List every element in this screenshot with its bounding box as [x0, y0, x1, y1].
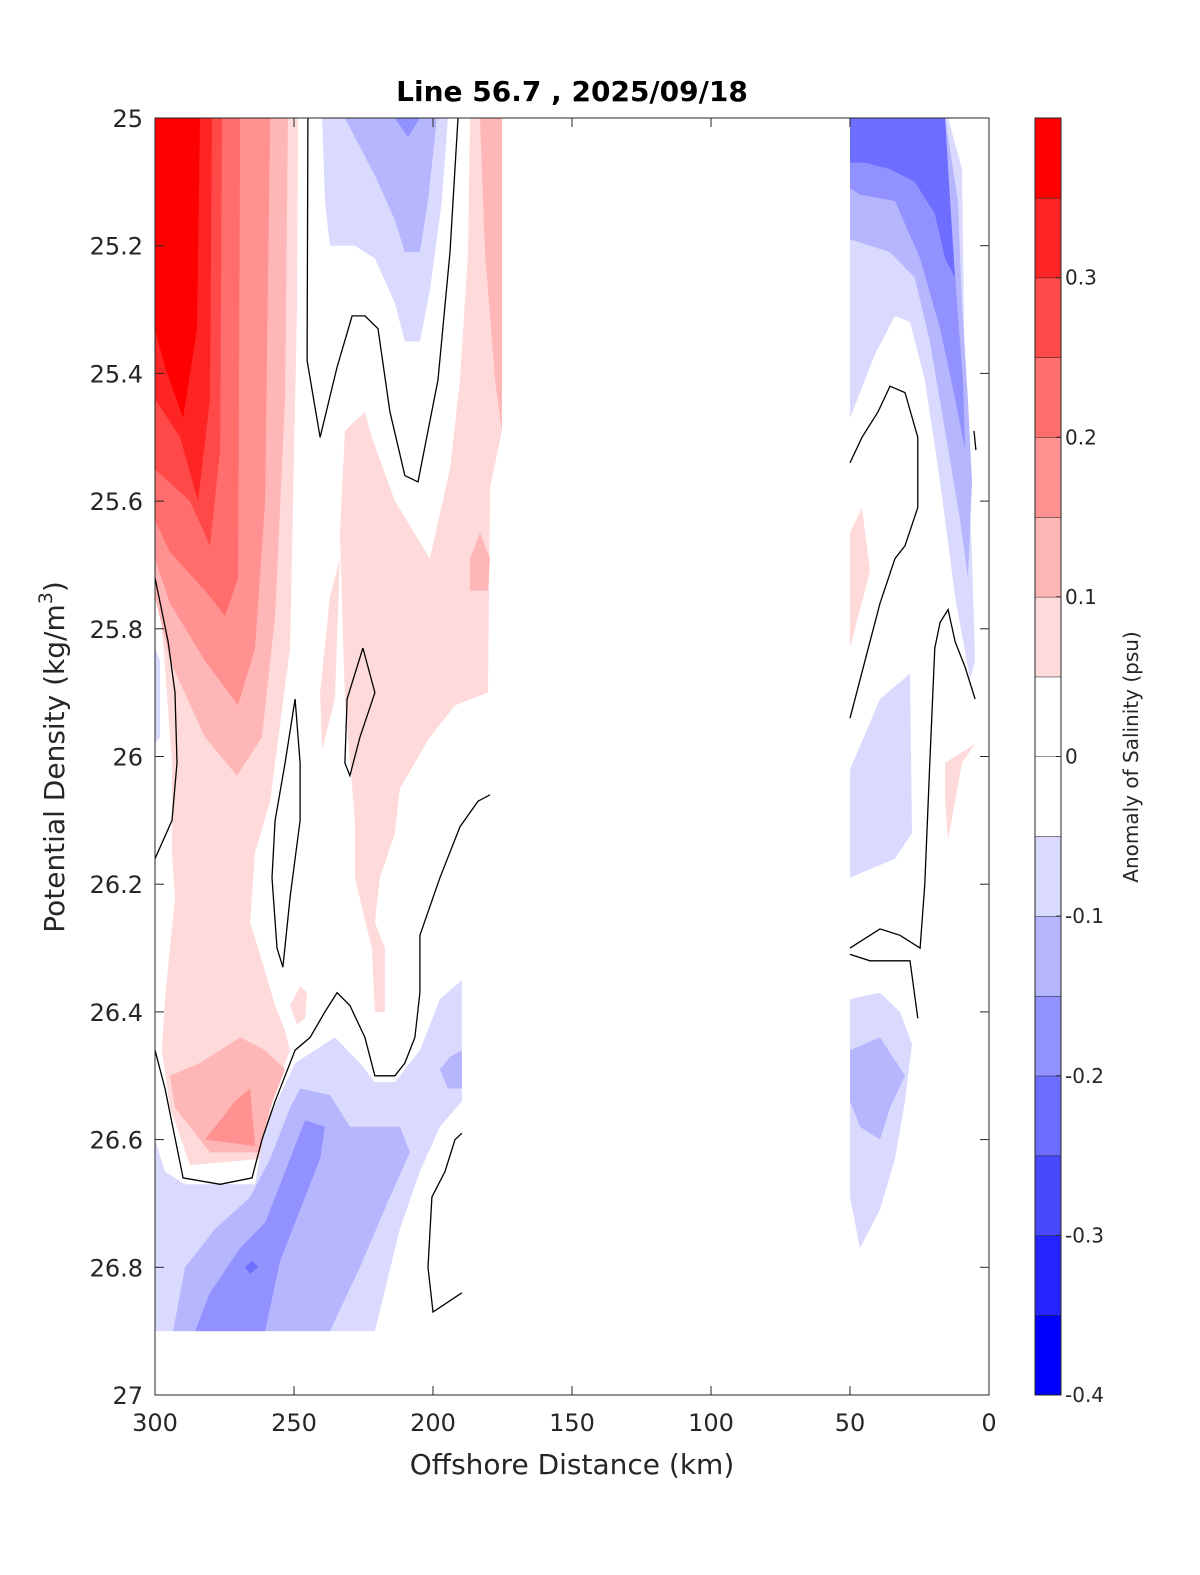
chart-title: Line 56.7 , 2025/09/18: [396, 75, 748, 108]
contour-fill-region-28: [195, 1120, 325, 1332]
colorbar-tick-label: -0.3: [1065, 1223, 1104, 1247]
contour-fill-region-20: [850, 673, 912, 878]
y-tick-label: 25.6: [90, 488, 143, 516]
contour-fill-region-1: [339, 118, 502, 1012]
x-tick-label: 200: [410, 1409, 456, 1437]
contour-fill-region-11: [205, 1088, 256, 1146]
x-axis: 300 250 200 150 100 50 0: [132, 118, 997, 1437]
colorbar-band: [1035, 357, 1061, 438]
contour-fill-region-8: [470, 533, 490, 591]
colorbar-band: [1035, 756, 1061, 837]
colorbar-label: Anomaly of Salinity (psu): [1119, 631, 1143, 882]
contour-fill-region-18: [155, 648, 160, 744]
y-axis-label-end: ): [38, 581, 71, 592]
x-axis-label: Offshore Distance (km): [410, 1448, 735, 1481]
y-tick-label: 26.6: [90, 1127, 143, 1155]
contour-fill-region-31: [850, 118, 956, 278]
y-tick-label: 25: [112, 105, 143, 133]
y-tick-label: 27: [112, 1382, 143, 1410]
y-tick-label: 26.4: [90, 999, 143, 1027]
y-axis-label-superscript: 3: [35, 592, 57, 604]
x-tick-label: 0: [981, 1409, 996, 1437]
zero-contour-lines: [155, 118, 977, 1314]
contour-fill-region-27: [394, 118, 420, 138]
colorbar-band: [1035, 676, 1061, 757]
x-tick-label: 150: [549, 1409, 595, 1437]
colorbar-band: [1035, 1235, 1061, 1316]
colorbar-band: [1035, 197, 1061, 278]
colorbar-tick-label: -0.1: [1065, 904, 1104, 928]
zero-contour-line-7: [849, 607, 976, 950]
colorbar-band: [1035, 1075, 1061, 1156]
contour-fill-region-22: [344, 118, 437, 253]
colorbar-band: [1035, 277, 1061, 358]
contour-fill-region-26: [850, 1037, 905, 1140]
zero-contour-line-9: [973, 430, 977, 451]
colorbar-tick-label: -0.2: [1065, 1064, 1104, 1088]
zero-contour-line-2: [155, 794, 491, 1185]
colorbar-band: [1035, 1155, 1061, 1236]
contour-fill-region-9: [480, 118, 502, 431]
contour-fill-region-2: [320, 558, 340, 751]
y-tick-label: 26.8: [90, 1254, 143, 1282]
zero-contour-line-5: [427, 1132, 463, 1314]
colorbar-band: [1035, 596, 1061, 677]
zero-contour-line-0: [155, 577, 178, 859]
colorbar-band: [1035, 916, 1061, 996]
colorbar-tick-label: 0: [1065, 745, 1078, 769]
colorbar: 0.3 0.2 0.1 0 -0.1 -0.2 -0.3 -0.4: [1034, 117, 1104, 1407]
y-tick-label: 26: [112, 744, 143, 772]
x-tick-label: 250: [271, 1409, 317, 1437]
zero-contour-line-6: [849, 385, 919, 719]
colorbar-tick-label: -0.4: [1065, 1383, 1104, 1407]
y-tick-label: 26.2: [90, 871, 143, 899]
contour-fill-region-24: [439, 1050, 462, 1089]
zero-contour-line-4: [344, 647, 376, 778]
zero-contour-line-1: [306, 118, 459, 483]
filled-contours: [155, 118, 976, 1332]
x-tick-label: 100: [688, 1409, 734, 1437]
x-tick-label: 50: [835, 1409, 866, 1437]
colorbar-band: [1035, 836, 1061, 917]
colorbar-band: [1035, 437, 1061, 518]
contour-fill-region-15: [155, 118, 200, 419]
y-axis-label-main: Potential Density (kg/m: [38, 604, 71, 933]
zero-contour-line-3: [271, 698, 301, 968]
contour-fill-region-3: [290, 986, 308, 1025]
contour-fill-region-7: [170, 1037, 286, 1153]
y-tick-label: 25.4: [90, 360, 143, 388]
zero-contour-line-8: [849, 953, 919, 1019]
contour-fill-region-5: [945, 743, 976, 840]
colorbar-band: [1035, 995, 1061, 1076]
colorbar-band: [1035, 517, 1061, 597]
colorbar-tick-label: 0.1: [1065, 585, 1097, 609]
colorbar-tick-label: 0.2: [1065, 425, 1097, 449]
y-tick-label: 25.2: [90, 233, 143, 261]
contour-fill-region-4: [850, 507, 870, 648]
x-tick-label: 300: [132, 1409, 178, 1437]
colorbar-tick-label: 0.3: [1065, 266, 1097, 290]
contour-fill-region-30: [245, 1260, 259, 1274]
colorbar-band: [1035, 1315, 1061, 1395]
y-tick-label: 25.8: [90, 616, 143, 644]
y-axis: 25 25.2 25.4 25.6 25.8 26 26.2 26.4 26.6 26.8 27: [90, 105, 989, 1410]
y-axis-label: Potential Density (kg/m3): [35, 581, 71, 933]
colorbar-band: [1035, 118, 1061, 198]
